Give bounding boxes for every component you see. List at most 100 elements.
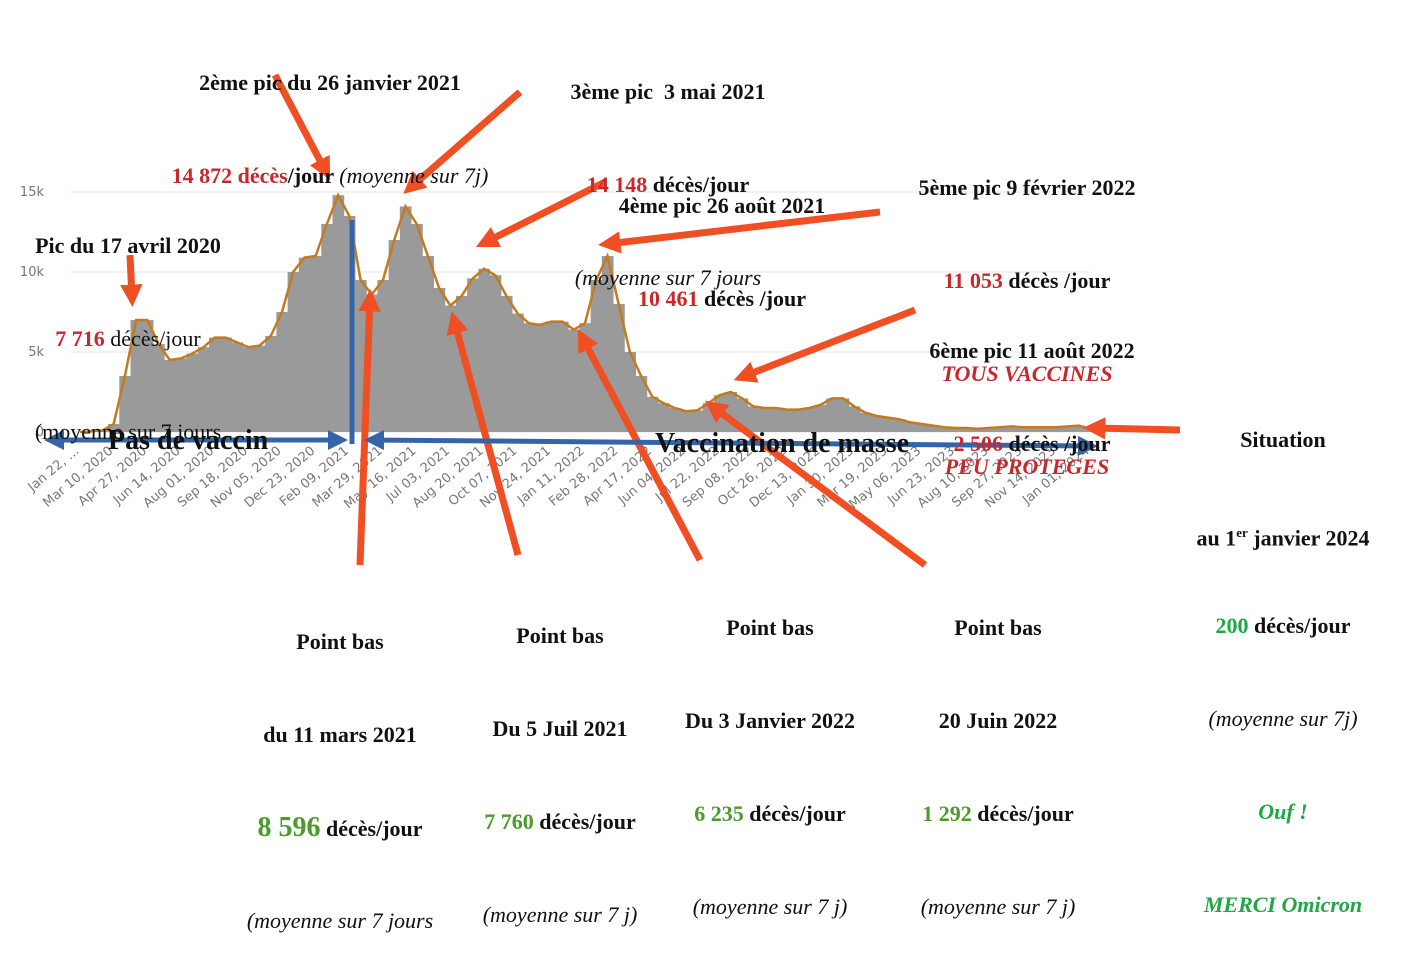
bar	[388, 240, 401, 432]
bar	[859, 412, 872, 432]
bar	[646, 396, 659, 432]
bar	[164, 360, 176, 432]
y-tick-label: 15k	[20, 185, 45, 200]
bar	[298, 257, 311, 432]
bar	[175, 358, 188, 432]
bar	[680, 411, 693, 432]
bar	[377, 280, 390, 432]
annotation: 6ème pic 11 août 2022 2 506 décès /jour	[929, 338, 1135, 456]
bar	[467, 278, 479, 432]
bar	[197, 347, 210, 432]
bar	[803, 408, 816, 432]
y-tick-label: 5k	[28, 345, 44, 360]
arrow	[403, 89, 523, 194]
bar	[119, 376, 131, 432]
bar	[523, 323, 535, 432]
bar	[1061, 426, 1074, 432]
bar	[512, 313, 524, 432]
annotation: 3ème pic 3 mai 2021 14 148 décès/jour (m…	[570, 79, 766, 290]
bar	[1028, 427, 1040, 432]
bar	[725, 392, 737, 432]
bar	[231, 342, 244, 432]
bar	[736, 398, 749, 432]
annotation: Point bas du 11 mars 2021 8 596 décès/jo…	[246, 629, 434, 933]
bar	[287, 272, 300, 432]
annotation: 5ème pic 9 février 2022 11 053 décès /jo…	[918, 175, 1136, 479]
bar	[141, 320, 154, 432]
bar	[321, 224, 333, 432]
bar	[815, 404, 827, 432]
arrow	[271, 73, 331, 180]
annotation: 2ème pic du 26 janvier 2021 14 872 décès…	[171, 70, 489, 188]
bar	[152, 344, 165, 432]
bar	[747, 406, 760, 432]
annotation: Point bas 20 Juin 2022 1 292 décès/jour …	[920, 615, 1076, 919]
bar	[624, 352, 636, 432]
bar	[310, 256, 322, 432]
arrow	[1083, 417, 1181, 440]
bar	[500, 296, 513, 432]
bar	[130, 320, 143, 432]
arrow	[120, 254, 143, 307]
vaccine-markers	[44, 220, 1098, 456]
bar	[657, 403, 670, 432]
bar	[837, 398, 850, 432]
bar	[994, 427, 1007, 432]
bar	[1039, 427, 1052, 432]
bar	[478, 268, 491, 432]
bar	[1073, 425, 1085, 432]
bar	[871, 416, 883, 432]
bar	[601, 256, 614, 432]
band-label: Pas de vaccin	[108, 425, 269, 456]
bar	[927, 425, 939, 432]
y-tick-label: 0	[36, 425, 44, 440]
bar	[1017, 427, 1029, 432]
bar	[938, 427, 951, 432]
bar	[792, 409, 805, 432]
bar	[534, 324, 547, 432]
bar	[399, 206, 412, 432]
bar	[568, 329, 580, 432]
bar	[265, 336, 277, 432]
annotation: 4ème pic 26 août 2021 10 461 décès /jour	[618, 193, 826, 311]
bar	[848, 406, 861, 432]
bar	[613, 304, 625, 432]
bar	[242, 347, 255, 432]
annotation: Situation au 1er janvier 2024 200 décès/…	[1196, 427, 1370, 917]
bar	[781, 409, 794, 432]
bar	[960, 428, 973, 432]
bar	[635, 376, 648, 432]
bar	[411, 224, 423, 432]
bar	[433, 288, 446, 432]
bar	[186, 353, 199, 432]
bar	[108, 424, 120, 432]
bar	[669, 408, 681, 432]
average-line	[79, 192, 1091, 434]
bar	[422, 256, 434, 432]
page: {"chart_data": {"type": "bar", "categori…	[19, 70, 1370, 933]
arrow	[475, 178, 607, 248]
annotation: Pic du 17 avril 2020 7 716 décès/jour (m…	[34, 233, 222, 444]
bar	[220, 337, 232, 432]
bar	[826, 398, 838, 432]
bar	[590, 280, 603, 432]
annotation: Point bas Du 3 Janvier 2022 6 235 décès/…	[684, 615, 856, 919]
bar	[332, 195, 345, 432]
bar	[904, 422, 917, 432]
bar	[489, 275, 502, 432]
bar	[691, 410, 704, 432]
bar	[758, 408, 771, 432]
bar	[579, 323, 592, 432]
band-label: Vaccination de masse	[655, 428, 910, 459]
bar	[983, 428, 996, 432]
arrow	[598, 208, 881, 254]
bar	[1005, 426, 1018, 432]
bar	[455, 296, 468, 432]
bar	[770, 408, 782, 432]
bar	[366, 294, 378, 432]
bar	[444, 305, 457, 432]
bar	[893, 419, 906, 432]
bar	[916, 424, 928, 432]
bar	[354, 280, 367, 432]
